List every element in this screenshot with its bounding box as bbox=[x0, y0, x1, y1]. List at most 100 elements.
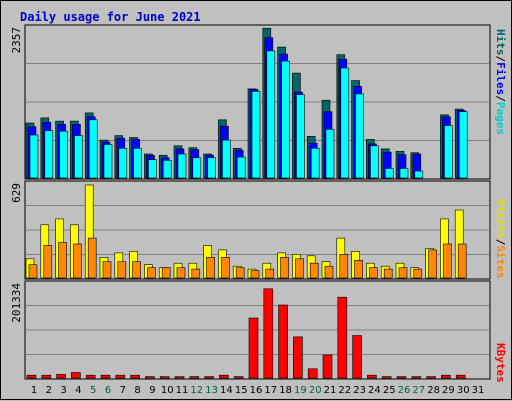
bar-sites-day-27 bbox=[413, 268, 423, 279]
x-tick-label: 22 bbox=[338, 385, 351, 396]
bar-pages-day-29 bbox=[444, 125, 453, 179]
bar-kbytes-day-30 bbox=[455, 374, 466, 379]
x-tick-label: 30 bbox=[457, 385, 470, 396]
bar-pages-day-21 bbox=[325, 129, 335, 179]
bar-pages-day-15 bbox=[236, 156, 246, 179]
bar-pages-day-14 bbox=[222, 139, 231, 179]
bar-kbytes-day-20 bbox=[307, 368, 318, 379]
bar-kbytes-day-3 bbox=[56, 373, 66, 379]
bar-pages-day-20 bbox=[310, 148, 320, 179]
x-tick-label: 8 bbox=[134, 385, 140, 396]
bar-kbytes-day-25 bbox=[381, 376, 392, 379]
bar-pages-day-10 bbox=[162, 160, 172, 179]
x-tick-label: 21 bbox=[324, 385, 337, 396]
legend-sep-3: / bbox=[494, 239, 507, 246]
bar-pages-day-30 bbox=[458, 111, 468, 179]
bar-sites-day-16 bbox=[250, 270, 260, 279]
bar-pages-day-1 bbox=[29, 134, 39, 179]
bar-kbytes-day-18 bbox=[278, 304, 288, 379]
bar-kbytes-day-23 bbox=[352, 335, 362, 379]
x-tick-label: 9 bbox=[149, 385, 155, 396]
x-tick-label: 18 bbox=[279, 385, 292, 396]
x-tick-label: 2 bbox=[46, 385, 52, 396]
bar-pages-day-25 bbox=[384, 168, 394, 179]
bar-sites-day-21 bbox=[324, 265, 334, 279]
bar-pages-day-8 bbox=[133, 148, 142, 179]
pages-files-hits-bars bbox=[25, 27, 468, 179]
bar-kbytes-day-8 bbox=[130, 374, 140, 379]
x-tick-label: 23 bbox=[353, 385, 366, 396]
x-tick-label: 19 bbox=[294, 385, 307, 396]
bar-pages-day-27 bbox=[414, 170, 424, 179]
bar-sites-day-25 bbox=[383, 268, 393, 279]
bar-kbytes-day-19 bbox=[293, 336, 303, 379]
bar-kbytes-day-7 bbox=[115, 374, 126, 379]
x-tick-label: 31 bbox=[472, 385, 485, 396]
bar-sites-day-4 bbox=[73, 243, 82, 279]
bar-sites-day-26 bbox=[398, 267, 408, 279]
bar-pages-day-11 bbox=[177, 153, 187, 179]
bar-kbytes-day-27 bbox=[411, 376, 422, 379]
bar-kbytes-day-11 bbox=[174, 376, 185, 379]
legend-visits: Visits bbox=[494, 199, 507, 239]
bar-sites-day-9 bbox=[147, 267, 156, 279]
x-tick-label: 1 bbox=[31, 385, 37, 396]
kbytes-bars bbox=[26, 288, 466, 379]
bar-kbytes-day-21 bbox=[322, 354, 333, 379]
legend-kbytes: KBytes bbox=[494, 343, 507, 383]
day-ticks: 1 2 3 4 5 6 7 8 9 10 11 12 13 14 15 16 17 18 19 20 21 22 23 24 2… bbox=[31, 385, 485, 396]
x-tick-label: 7 bbox=[120, 385, 126, 396]
x-tick-label: 29 bbox=[442, 385, 455, 396]
bar-kbytes-day-4 bbox=[71, 372, 81, 379]
x-tick-label: 3 bbox=[60, 385, 66, 396]
bar-sites-day-15 bbox=[235, 267, 245, 279]
bar-kbytes-day-2 bbox=[41, 374, 52, 379]
legend-sites: Sites bbox=[494, 245, 507, 278]
bar-sites-day-24 bbox=[369, 267, 378, 279]
bar-pages-day-7 bbox=[118, 148, 128, 179]
bar-pages-day-18 bbox=[281, 60, 290, 179]
mid-right-legend: Visits/Sites bbox=[494, 199, 507, 279]
x-tick-label: 10 bbox=[161, 385, 174, 396]
x-tick-label: 28 bbox=[427, 385, 440, 396]
bar-kbytes-day-22 bbox=[337, 296, 348, 379]
legend-sep-2: / bbox=[494, 95, 507, 102]
bar-pages-day-4 bbox=[74, 135, 83, 179]
bar-kbytes-day-24 bbox=[367, 374, 377, 379]
x-tick-label: 14 bbox=[220, 385, 233, 396]
x-tick-label: 20 bbox=[309, 385, 322, 396]
bar-kbytes-day-15 bbox=[233, 376, 244, 379]
bar-pages-day-6 bbox=[103, 144, 113, 179]
bar-kbytes-day-9 bbox=[145, 376, 155, 379]
x-tick-label: 11 bbox=[176, 385, 189, 396]
bar-kbytes-day-5 bbox=[85, 374, 96, 379]
bar-sites-day-14 bbox=[221, 256, 230, 279]
legend-files: Files bbox=[494, 62, 507, 95]
bar-kbytes-day-29 bbox=[441, 374, 451, 379]
bar-sites-day-20 bbox=[309, 262, 319, 279]
bar-pages-day-22 bbox=[340, 67, 350, 179]
x-tick-label: 25 bbox=[383, 385, 396, 396]
bar-pages-day-3 bbox=[59, 130, 68, 179]
bar-kbytes-day-10 bbox=[159, 376, 170, 379]
x-tick-label: 6 bbox=[105, 385, 111, 396]
bar-kbytes-day-13 bbox=[204, 376, 214, 379]
bar-kbytes-day-6 bbox=[100, 374, 111, 379]
bar-kbytes-day-1 bbox=[26, 374, 37, 379]
bar-pages-day-2 bbox=[44, 130, 54, 179]
bar-kbytes-day-14 bbox=[219, 374, 229, 379]
x-tick-label: 27 bbox=[412, 385, 425, 396]
bar-kbytes-day-17 bbox=[263, 288, 274, 379]
x-tick-label: 5 bbox=[90, 385, 96, 396]
bar-sites-day-12 bbox=[191, 268, 201, 279]
bar-sites-day-23 bbox=[354, 259, 363, 279]
bar-sites-day-5 bbox=[87, 237, 97, 279]
bar-sites-day-19 bbox=[295, 258, 304, 279]
bar-kbytes-day-28 bbox=[426, 376, 436, 379]
bar-sites-day-22 bbox=[339, 254, 349, 279]
bar-pages-day-5 bbox=[88, 119, 98, 179]
bar-pages-day-16 bbox=[251, 91, 261, 179]
bar-sites-day-28 bbox=[428, 249, 437, 279]
x-tick-label: 12 bbox=[190, 385, 203, 396]
